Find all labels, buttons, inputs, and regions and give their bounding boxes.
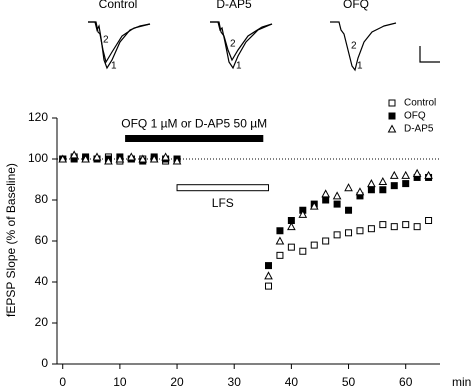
annotation: OFQ 1 µM or D-AP5 50 µM: [121, 117, 267, 131]
treatment-bar: [176, 184, 270, 192]
trace-marker: 2: [103, 35, 109, 46]
trace-marker: 1: [111, 61, 117, 72]
annotation: LFS: [212, 196, 234, 210]
point: [310, 241, 318, 249]
x-tick-label: 30: [228, 375, 242, 389]
point: [149, 154, 159, 163]
point: [356, 227, 364, 235]
point: [276, 227, 284, 235]
y-tick-label: 120: [28, 110, 48, 124]
trace-label: D-AP5: [216, 0, 252, 11]
point: [344, 183, 353, 192]
x-tick-label: 50: [342, 375, 356, 389]
y-tick-label: 40: [35, 274, 49, 288]
point: [379, 221, 387, 229]
treatment-bar: [125, 135, 264, 142]
trace-label: OFQ: [343, 0, 369, 11]
trace-marker: 1: [236, 61, 242, 72]
legend-marker: [387, 124, 397, 133]
x-axis-label: min: [452, 375, 471, 389]
point: [172, 156, 182, 165]
point: [402, 180, 410, 188]
x-tick-label: 0: [59, 375, 66, 389]
point: [379, 186, 387, 194]
x-tick-label: 60: [399, 375, 413, 389]
legend-marker: [388, 99, 396, 107]
point: [287, 243, 295, 251]
point: [424, 170, 433, 179]
point: [69, 150, 79, 159]
y-tick-label: 0: [41, 356, 48, 370]
y-tick-label: 20: [35, 315, 49, 329]
point: [389, 170, 399, 179]
point: [322, 196, 330, 204]
point: [345, 229, 353, 237]
x-tick-label: 20: [170, 375, 184, 389]
point: [333, 200, 341, 208]
point: [355, 187, 365, 196]
x-tick-label: 40: [285, 375, 299, 389]
trace-marker: 1: [357, 61, 363, 72]
point: [104, 156, 113, 165]
point: [401, 170, 411, 179]
point: [332, 191, 342, 200]
point: [265, 262, 273, 270]
point: [287, 222, 296, 231]
point: [265, 282, 273, 290]
point: [275, 236, 285, 245]
point: [321, 189, 331, 198]
legend-marker: [388, 112, 396, 120]
point: [425, 217, 433, 224]
point: [412, 168, 422, 177]
x-tick-label: 10: [113, 375, 127, 389]
point: [299, 247, 307, 255]
legend-label: OFQ: [404, 111, 426, 122]
point: [115, 154, 125, 163]
point: [58, 154, 68, 163]
point: [367, 225, 375, 233]
point: [333, 231, 341, 239]
point: [413, 223, 421, 231]
point: [367, 179, 376, 188]
y-tick-label: 60: [35, 233, 49, 247]
point: [378, 176, 388, 186]
point: [276, 251, 284, 259]
point: [161, 152, 170, 161]
point: [390, 223, 398, 231]
trace-marker: 2: [351, 41, 357, 52]
point: [390, 182, 398, 190]
trace-label: Control: [99, 0, 138, 11]
legend-label: D-AP5: [404, 124, 434, 135]
legend-label: Control: [404, 98, 436, 109]
point: [81, 154, 90, 163]
point: [264, 271, 273, 280]
point: [126, 152, 136, 161]
y-axis-label: fEPSP Slope (% of Baseline): [4, 163, 18, 317]
point: [402, 221, 410, 229]
point: [345, 206, 353, 214]
y-tick-label: 100: [28, 151, 48, 165]
trace-marker: 2: [230, 39, 236, 50]
point: [367, 186, 375, 194]
point: [138, 154, 148, 163]
point: [92, 152, 102, 161]
traces: [88, 21, 440, 72]
y-tick-label: 80: [35, 192, 49, 206]
point: [298, 209, 308, 218]
point: [322, 237, 330, 245]
point: [309, 201, 319, 210]
